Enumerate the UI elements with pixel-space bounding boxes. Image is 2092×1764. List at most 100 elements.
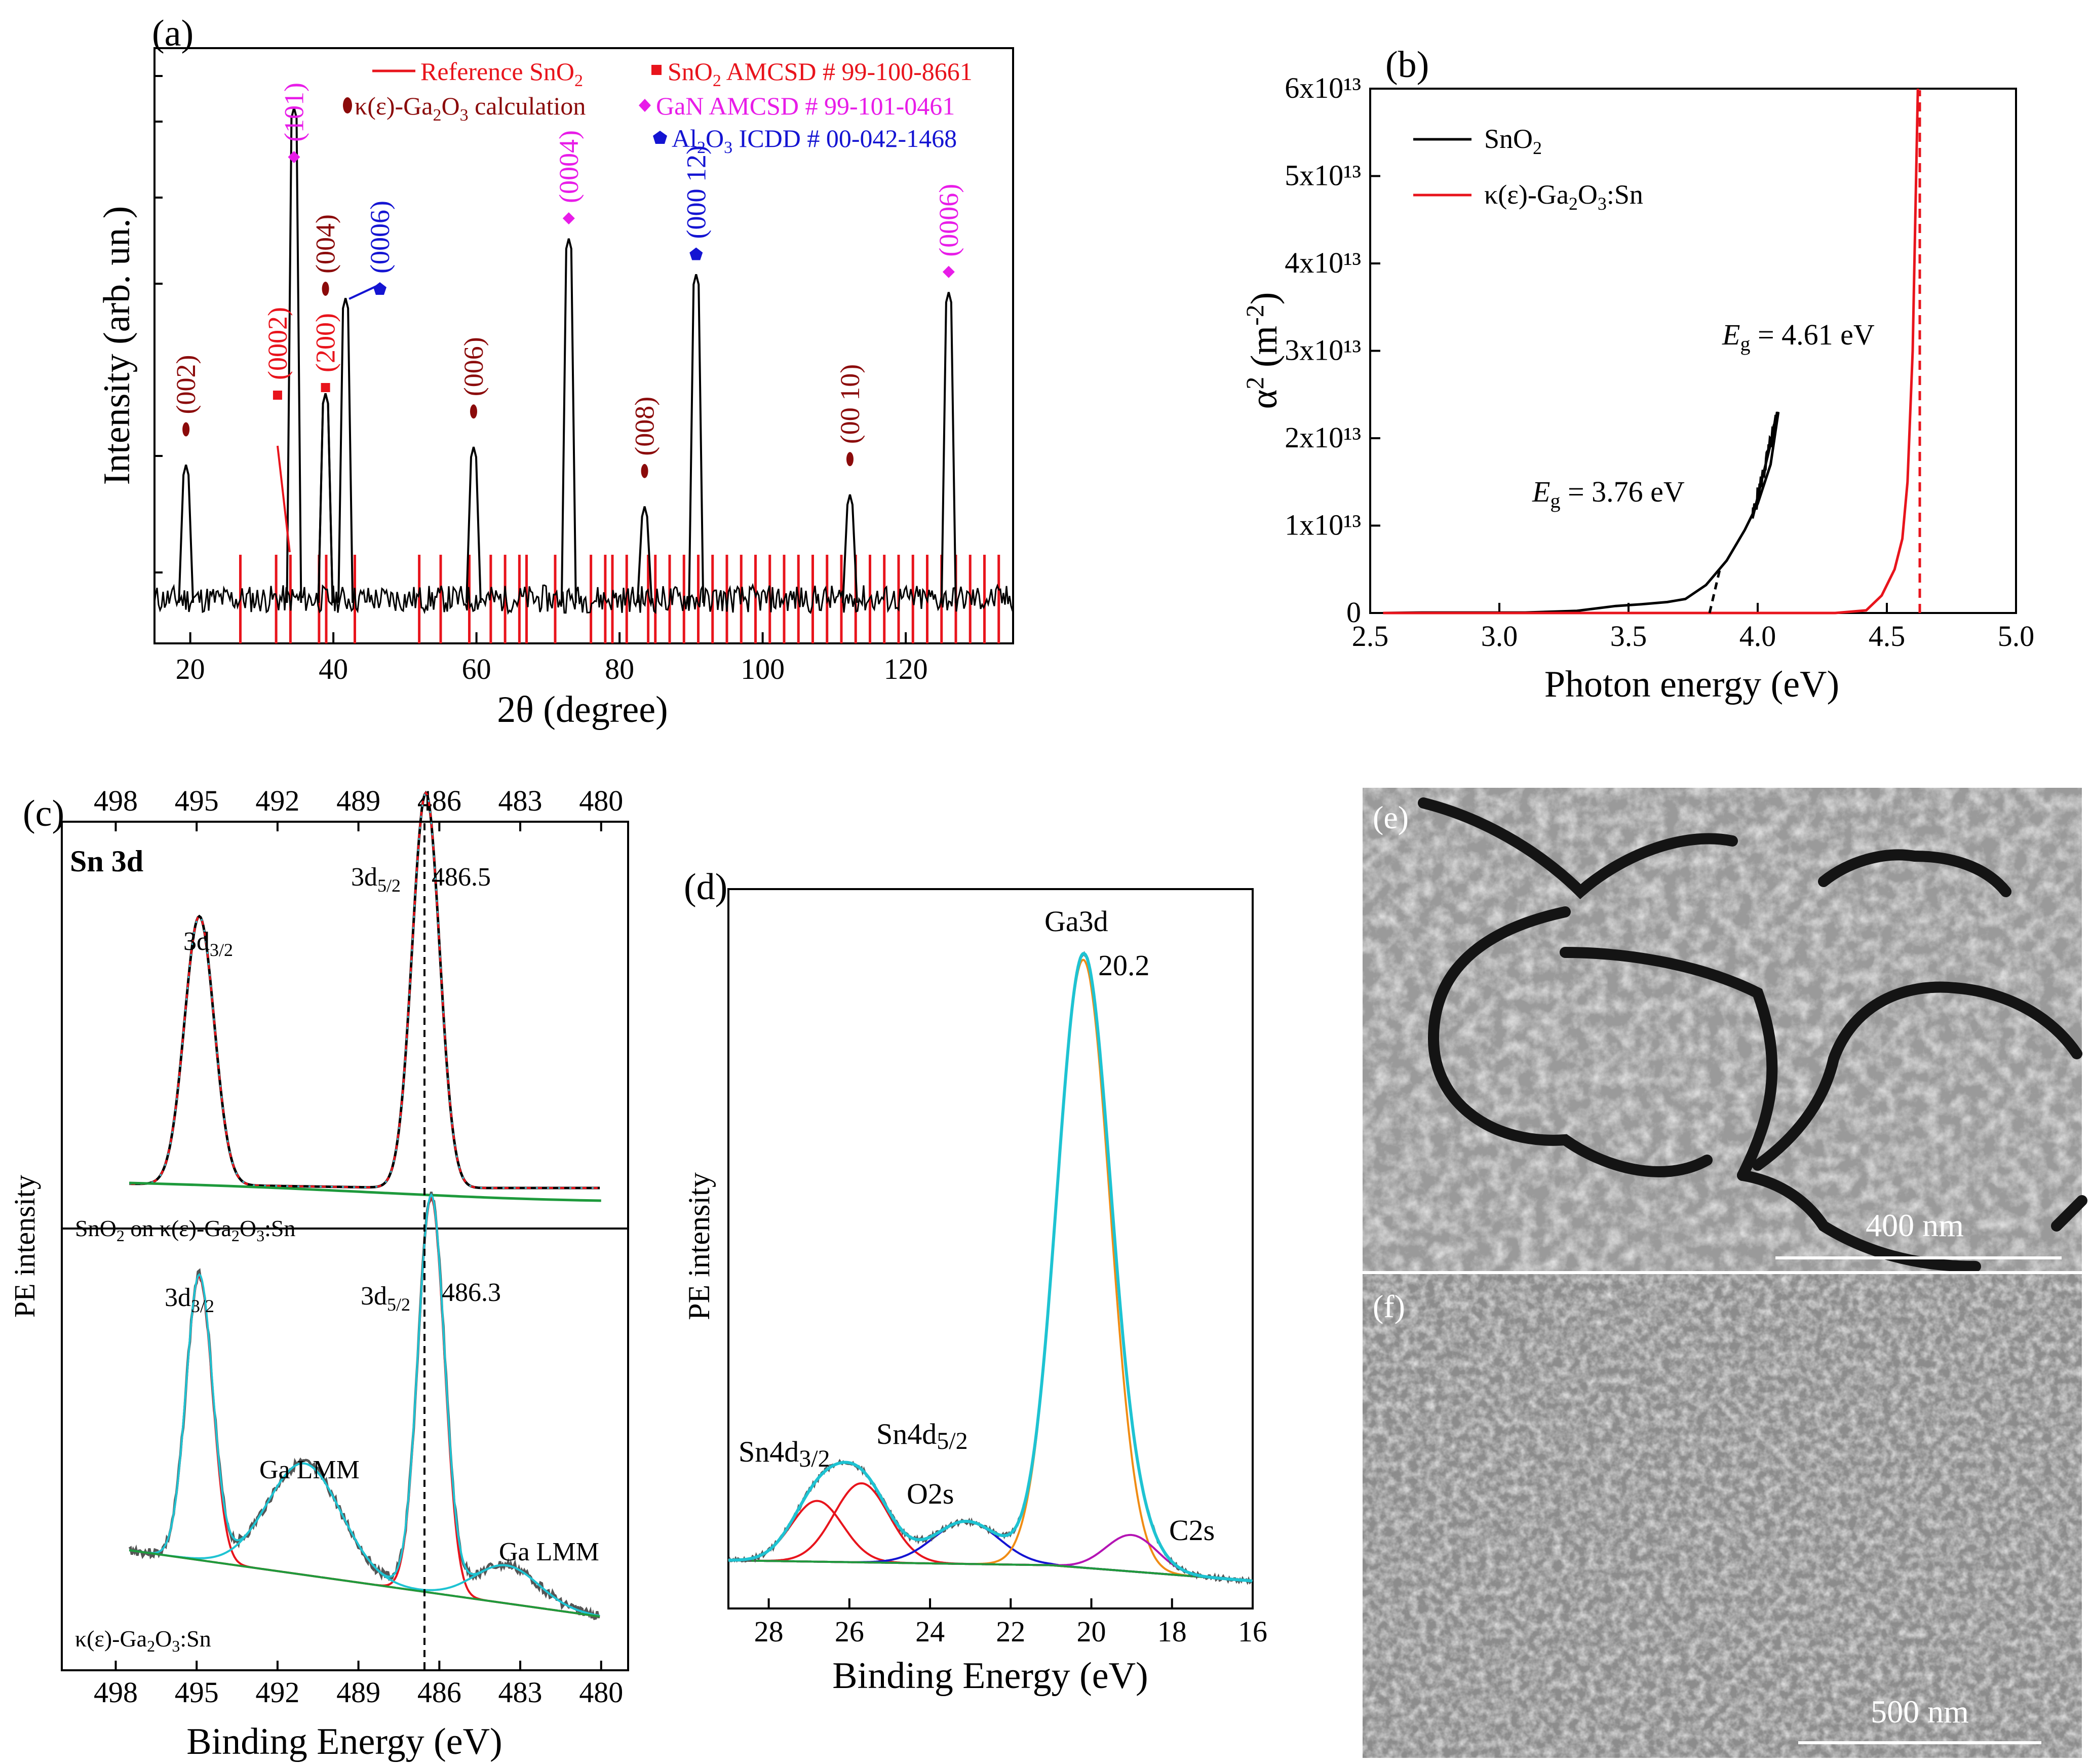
xtick-label: 2.5 — [1352, 620, 1389, 653]
ytick-label: 6x10¹³ — [1285, 71, 1361, 104]
eg-sno2-annotation: Eg = 3.76 eV — [1532, 475, 1685, 512]
panel-e-grain-boundaries — [1418, 797, 2087, 1272]
xtick-top-label: 495 — [175, 784, 219, 817]
panel-b-ticks: 2.5 3.0 3.5 4.0 4.5 5.0 0 1x10¹³ 2x10¹³ 3x10¹³ 4x1… — [1285, 71, 2034, 653]
xtick-label: 60 — [462, 653, 491, 685]
peak-marker — [942, 265, 955, 278]
xrd-peak — [688, 274, 705, 603]
peak-label: (008) — [630, 397, 660, 456]
lower-3d52-label: 3d5/2 — [361, 1282, 410, 1315]
xtick-top-label: 480 — [579, 784, 623, 817]
upper-fit-envelope — [129, 791, 600, 1189]
xtick-label: 489 — [336, 1676, 380, 1709]
panel-f-sem-image: (f) 500 nm — [1363, 1274, 2082, 1758]
legend-ref-text: Reference SnO2 — [420, 57, 583, 90]
xtick-label: 22 — [996, 1615, 1025, 1648]
xrd-peak — [560, 238, 577, 603]
legend-ga2o3-marker — [343, 97, 352, 113]
peak-label: (0002) — [262, 307, 293, 380]
background — [728, 1559, 1253, 1582]
panel-e-label: (e) — [1373, 799, 1409, 835]
xrd-peak — [337, 298, 354, 603]
legend-al2o3-marker — [653, 131, 667, 144]
lower-fit-envelope — [129, 1193, 600, 1617]
legend-al2o3-text: Al2O3 ICDD # 00-042-1468 — [672, 124, 957, 157]
fit-envelope — [728, 951, 1253, 1583]
peak-marker — [288, 151, 300, 163]
peak-marker — [321, 383, 330, 392]
legend-sno2-text: SnO2 AMCSD # 99-100-8661 — [668, 57, 973, 90]
peak-label: (0004) — [554, 130, 584, 203]
ga3d-label: Ga3d — [1044, 905, 1108, 938]
panel-e-texture — [1363, 788, 2082, 1272]
panel-b-ylabel: α2 (m-2) — [1241, 292, 1285, 409]
panel-c-title: Sn 3d — [70, 845, 143, 878]
xtick-label: 16 — [1238, 1615, 1267, 1648]
panel-b-label: (b) — [1385, 44, 1429, 86]
ga-lmm-label-2: Ga LMM — [499, 1538, 599, 1566]
panel-e-scale-text: 400 nm — [1866, 1207, 1964, 1243]
xtick-label: 492 — [255, 1676, 299, 1709]
ytick-label: 1x10¹³ — [1285, 509, 1361, 542]
xtick-top-label: 486 — [417, 784, 461, 817]
xtick-label: 480 — [579, 1676, 623, 1709]
panel-a-peaks — [178, 107, 957, 603]
xrd-peak — [317, 393, 334, 603]
panel-d: (d) 28 26 24 22 20 18 16 Ga3d 20.2 Sn4d3/2 Sn4… — [682, 866, 1267, 1697]
legend-sno2-marker — [651, 65, 662, 75]
legend-b-sno2-text: SnO2 — [1484, 124, 1542, 158]
panel-b-xlabel: Photon energy (eV) — [1544, 664, 1839, 705]
sn4d32-label: Sn4d3/2 — [739, 1435, 830, 1472]
panel-d-ticks: 28 26 24 22 20 18 16 — [754, 1598, 1267, 1648]
panel-b-legend: SnO2 κ(ε)-Ga2O3:Sn — [1413, 124, 1643, 214]
xtick-label: 20 — [1077, 1615, 1106, 1648]
tauc-fit-sno2 — [1708, 569, 1721, 613]
panel-b: (b) 2.5 3.0 3.5 4.0 4.5 5.0 0 1x10¹³ 2x10¹³ 3x10¹… — [1241, 44, 2034, 705]
xtick-label: 498 — [94, 1676, 138, 1709]
xtick-label: 100 — [741, 653, 785, 685]
peak-marker — [273, 391, 282, 400]
ga3d-value: 20.2 — [1098, 949, 1150, 982]
peak-label: (200) — [311, 313, 341, 372]
ytick-label: 3x10¹³ — [1285, 334, 1361, 367]
peak-label: (002) — [171, 355, 201, 414]
panel-d-ylabel: PE intensity — [682, 1172, 716, 1320]
panel-a-xticks: 20 40 60 80 100 120 — [154, 75, 928, 685]
ytick-label: 0 — [1346, 596, 1361, 629]
xtick-label: 18 — [1157, 1615, 1187, 1648]
xrd-peak — [286, 107, 302, 603]
panel-d-frame — [727, 888, 1254, 1609]
xtick-label: 80 — [605, 653, 634, 685]
upper-fit-cyan — [129, 791, 600, 1189]
panel-d-curves — [727, 951, 1253, 1585]
peak-marker — [373, 282, 386, 295]
peak-label: (006) — [458, 337, 489, 396]
xrd-peak — [465, 446, 482, 603]
xtick-label: 495 — [175, 1676, 219, 1709]
peak-marker — [689, 247, 703, 260]
panel-c-ticks: 498 498 495 495 492 492 489 489 486 486 483 483 480 4… — [94, 784, 623, 1709]
lower-3d32-label: 3d3/2 — [165, 1283, 214, 1316]
panel-a-xlabel: 2θ (degree) — [497, 689, 668, 731]
ga-lmm-label-1: Ga LMM — [259, 1455, 360, 1484]
peak-label: (0006) — [365, 201, 395, 274]
lower-background — [129, 1549, 600, 1618]
upper-3d32-label: 3d3/2 — [183, 927, 233, 960]
peak-marker — [562, 212, 575, 224]
xtick-label: 40 — [319, 653, 348, 685]
c2s-label: C2s — [1169, 1514, 1215, 1547]
panel-d-label: (d) — [684, 866, 727, 908]
peak-marker — [641, 464, 648, 478]
xrd-peak — [178, 465, 195, 603]
series-sno2 — [1383, 411, 1780, 615]
legend-gan-marker — [639, 99, 651, 112]
xtick-label: 4.5 — [1869, 620, 1906, 653]
xtick-top-label: 498 — [94, 784, 138, 817]
panel-a-noise-baseline — [153, 583, 1014, 615]
panel-a-frame — [153, 47, 1014, 644]
xtick-label: 483 — [498, 1676, 543, 1709]
upper-measured — [129, 790, 600, 1190]
peak-marker — [322, 282, 329, 296]
upper-background — [129, 1181, 601, 1202]
xrd-peak — [636, 506, 653, 603]
